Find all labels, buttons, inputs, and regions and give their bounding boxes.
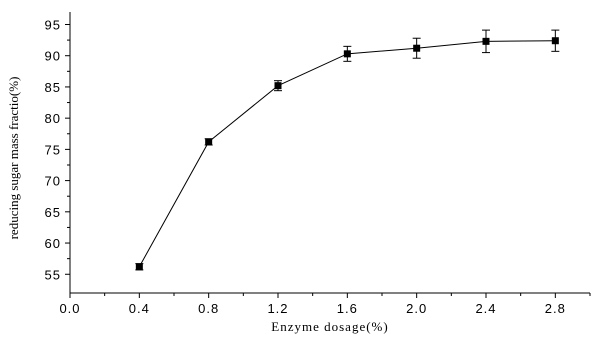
series-line bbox=[138, 40, 556, 268]
series-group bbox=[135, 29, 560, 271]
x-tick-label: 2.4 bbox=[475, 301, 496, 316]
x-tick-label: 0.0 bbox=[59, 301, 80, 316]
y-tick-label: 90 bbox=[45, 49, 61, 64]
x-tick-label: 0.4 bbox=[129, 301, 150, 316]
y-tick-label: 70 bbox=[45, 174, 61, 189]
x-tick-label: 2.8 bbox=[545, 301, 566, 316]
data-point bbox=[274, 82, 282, 90]
data-point bbox=[205, 138, 213, 146]
x-tick-label: 2.0 bbox=[406, 301, 427, 316]
data-point bbox=[135, 263, 143, 271]
x-tick-label: 1.2 bbox=[267, 301, 288, 316]
x-axis-label: Enzyme dosage(%) bbox=[271, 319, 388, 334]
x-tick-label: 0.8 bbox=[198, 301, 219, 316]
data-point bbox=[413, 44, 421, 52]
axes bbox=[69, 12, 590, 294]
y-axis-label: reducing sugar mass fractio(%) bbox=[6, 77, 21, 240]
data-point bbox=[482, 37, 490, 45]
x-axis-ticks: 0.0 0.4 0.8 1.2 1.6 2.0 2.4 2.8 bbox=[59, 293, 591, 316]
y-axis-ticks: 55 60 65 70 75 80 85 90 95 bbox=[45, 17, 70, 282]
x-tick-label: 1.6 bbox=[337, 301, 358, 316]
y-tick-label: 65 bbox=[45, 205, 61, 220]
data-point bbox=[343, 50, 351, 58]
y-tick-label: 60 bbox=[45, 236, 61, 251]
y-tick-label: 75 bbox=[45, 142, 61, 157]
y-tick-label: 55 bbox=[45, 267, 61, 282]
y-tick-label: 80 bbox=[45, 111, 61, 126]
y-tick-label: 85 bbox=[45, 80, 61, 95]
y-tick-label: 95 bbox=[45, 17, 61, 32]
data-point bbox=[551, 37, 559, 45]
